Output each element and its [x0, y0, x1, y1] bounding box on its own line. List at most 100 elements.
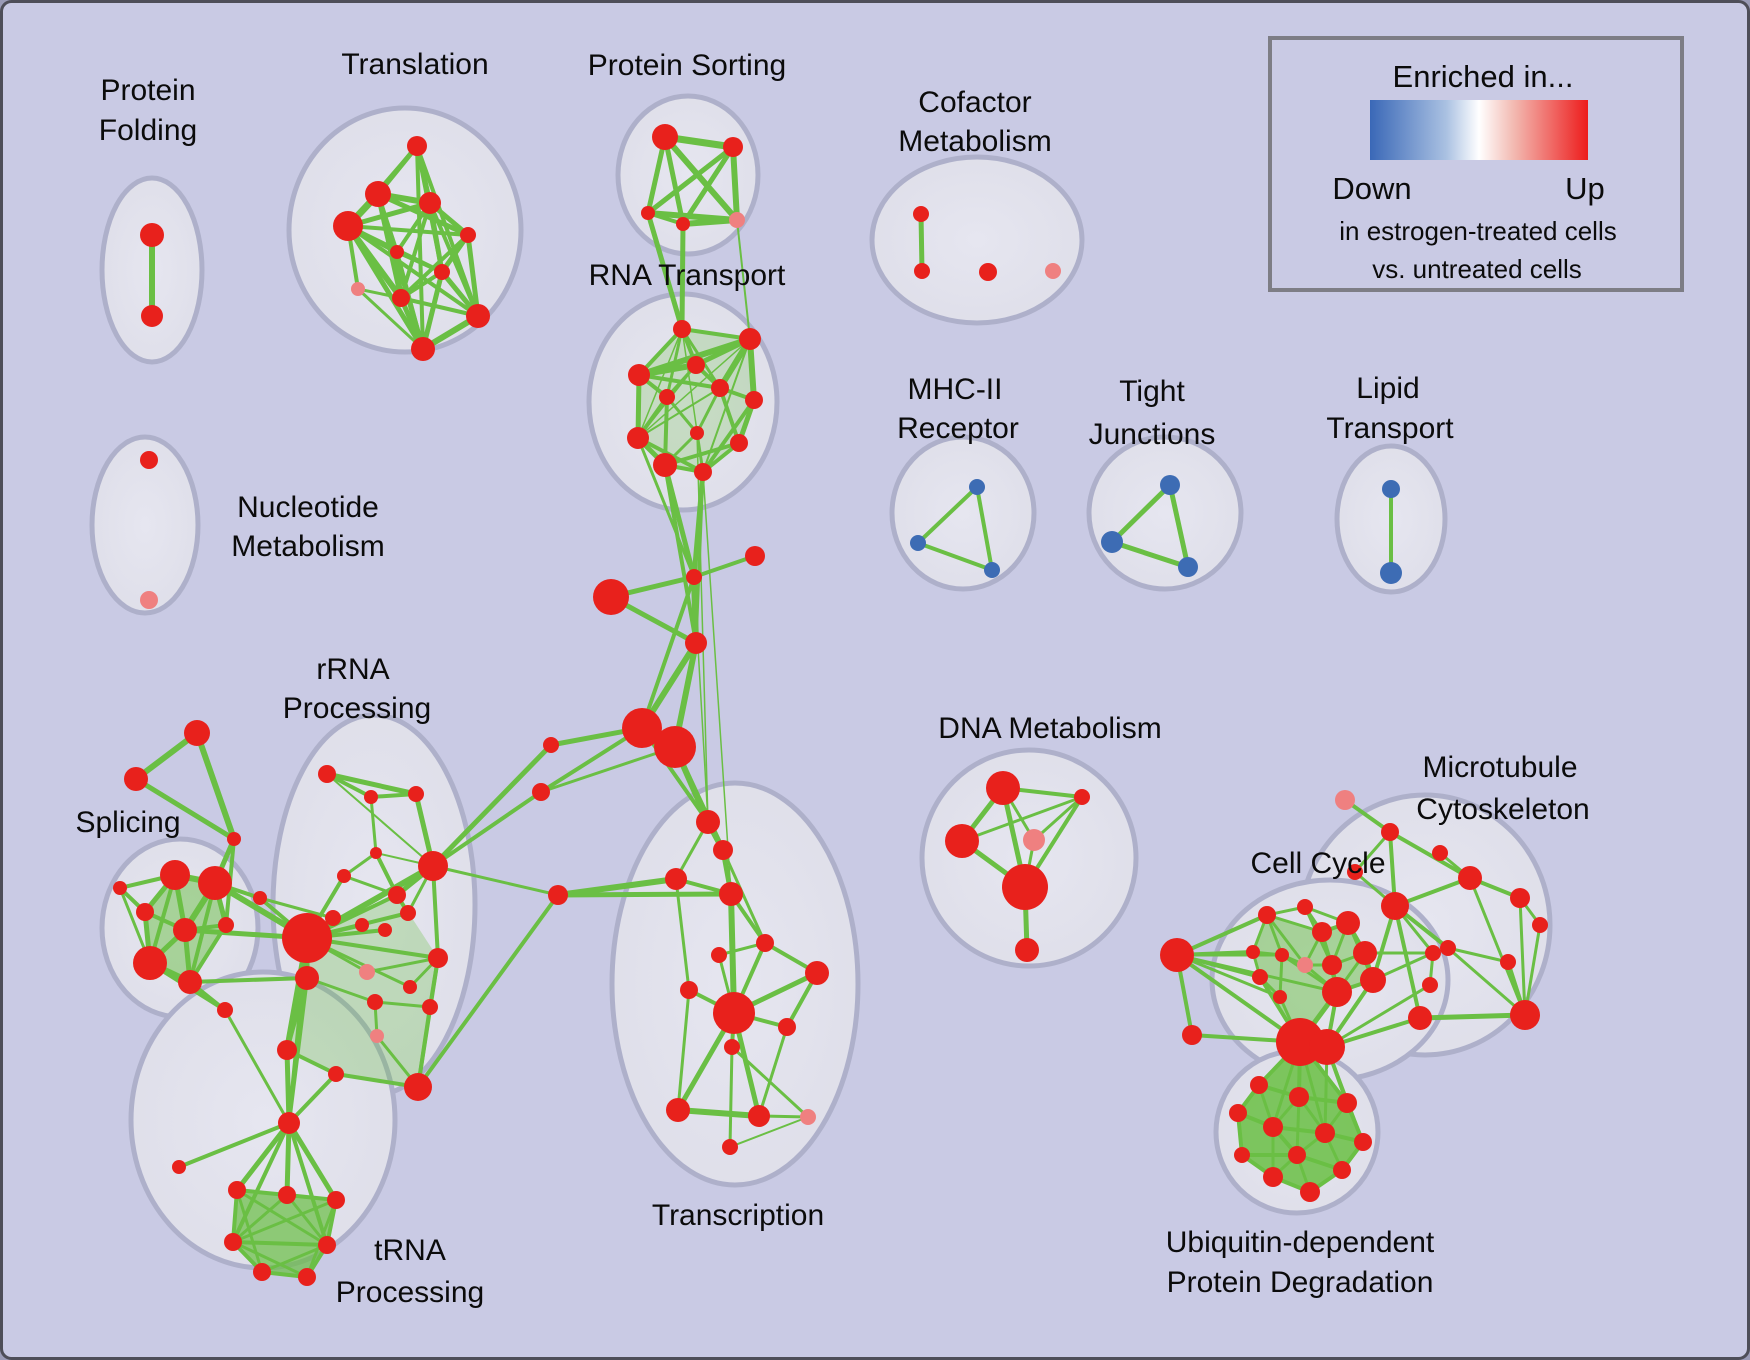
cluster-ellipse-mhc-ii-receptor	[889, 434, 1037, 592]
edge-rr1-rr7	[326, 773, 434, 867]
node-rr5	[337, 869, 351, 883]
edge-mt8-mt10	[1446, 946, 1510, 964]
edge-rt4-rt5	[637, 373, 722, 390]
node-cc9	[1353, 941, 1377, 965]
edge-cc6-cc11	[1278, 953, 1284, 999]
edge-tn0-tn3	[286, 1120, 339, 1203]
edge-cc18-cc15	[1325, 983, 1432, 1049]
edge-tj2-tj3	[1109, 539, 1191, 570]
node-cf4	[1045, 263, 1061, 279]
node-tn3	[327, 1191, 345, 1209]
cluster-label-lipid-transport-1: Transport	[1326, 412, 1454, 445]
edge-tr4-tr10	[346, 224, 480, 318]
edge-tn2-tn4	[231, 1193, 289, 1244]
cluster-label-rrna-processing-0: rRNA	[316, 653, 389, 686]
node-mt3	[1347, 864, 1363, 880]
node-ub9	[1288, 1146, 1306, 1164]
edge-ps5-rt2	[736, 219, 751, 340]
edge-rt1-rt2	[680, 327, 752, 341]
edge-rt2-rt9	[637, 338, 751, 439]
node-sp9	[217, 1002, 233, 1018]
edge-m1-t1	[693, 576, 709, 823]
node-m2	[745, 546, 765, 566]
edge-rr13-rr15	[305, 976, 377, 1004]
node-m9	[548, 885, 568, 905]
node-cc6	[1275, 948, 1289, 962]
node-cc12	[1322, 977, 1352, 1007]
node-tj1	[1160, 475, 1180, 495]
edge-ps2-ps4	[680, 144, 736, 227]
node-sp3	[136, 903, 154, 921]
node-mt4	[1432, 845, 1448, 861]
node-ub12	[1300, 1182, 1320, 1202]
node-tr5	[460, 227, 476, 243]
cluster-label-protein-folding-0: Protein	[100, 74, 195, 107]
node-sp1	[160, 860, 190, 890]
node-sp8	[113, 881, 127, 895]
node-ub8	[1234, 1147, 1250, 1163]
edge-tn0-tn4	[231, 1121, 291, 1244]
node-nm2	[140, 591, 158, 609]
node-tj3	[1178, 557, 1198, 577]
edge-m9-t4	[555, 891, 734, 898]
edge-rt1-rt9	[637, 328, 683, 439]
edge-tr7-tr11	[420, 269, 445, 352]
edge-rt9-m1	[636, 436, 696, 579]
edge-t8-t12	[676, 988, 691, 1112]
node-tnL	[172, 1160, 186, 1174]
edge-tr1-tr11	[415, 144, 425, 351]
legend-box	[1268, 36, 1684, 292]
node-rr20	[404, 1073, 432, 1101]
node-cc7	[1297, 957, 1313, 973]
node-dm4	[1023, 829, 1045, 851]
edge-x2-x3	[133, 776, 237, 842]
node-m5	[622, 708, 662, 748]
node-rr2	[364, 790, 378, 804]
edge-rt11-m4	[663, 463, 698, 645]
cluster-label-tight-junctions-1: Junctions	[1089, 418, 1216, 451]
node-ub11	[1263, 1167, 1283, 1187]
edge-sp6-rr13	[188, 976, 309, 984]
cell-cycle-blob	[1253, 915, 1373, 1042]
edge-t11-t14	[730, 1045, 810, 1119]
node-rt6	[659, 389, 675, 405]
edge-rr14-rr16	[365, 956, 440, 974]
edge-rt12-t4	[702, 471, 732, 895]
node-t15	[722, 1139, 738, 1155]
legend-up-label: Up	[1565, 171, 1605, 206]
node-tr2	[365, 181, 391, 207]
node-t14	[800, 1109, 816, 1125]
node-cc0	[1160, 938, 1194, 972]
edge-sp9-tn0	[223, 1008, 291, 1125]
cluster-label-mhc-ii-receptor-1: Receptor	[897, 412, 1019, 445]
node-cc18	[1422, 977, 1438, 993]
node-x2	[124, 767, 148, 791]
node-ps4	[676, 217, 690, 231]
cluster-label-rna-transport-0: RNA Transport	[589, 259, 786, 292]
node-cc1	[1258, 906, 1276, 924]
edge-rr2-rr4	[369, 795, 378, 855]
node-rr1	[318, 765, 336, 783]
node-rt1	[673, 320, 691, 338]
node-rr22	[328, 1066, 344, 1082]
node-rr19	[370, 1029, 384, 1043]
node-cc2	[1297, 899, 1313, 915]
node-tn5	[318, 1236, 336, 1254]
node-t1	[696, 810, 720, 834]
legend-down-label: Down	[1332, 171, 1411, 206]
node-tr3	[419, 192, 441, 214]
node-m6	[654, 726, 696, 768]
node-rr12	[282, 913, 332, 963]
node-rt2	[739, 328, 761, 350]
edge-tj1-tj3	[1167, 482, 1191, 570]
node-ub6	[1315, 1123, 1335, 1143]
edge-t12-t13	[675, 1107, 762, 1119]
edge-rr1-rr3	[324, 771, 419, 797]
node-mt8	[1440, 940, 1456, 956]
node-t9	[713, 992, 755, 1034]
node-mh2	[910, 535, 926, 551]
legend-subtitle-line1: in estrogen-treated cells	[1339, 216, 1616, 246]
node-rr21	[277, 1040, 297, 1060]
edge-tr4-tr5	[346, 224, 470, 237]
